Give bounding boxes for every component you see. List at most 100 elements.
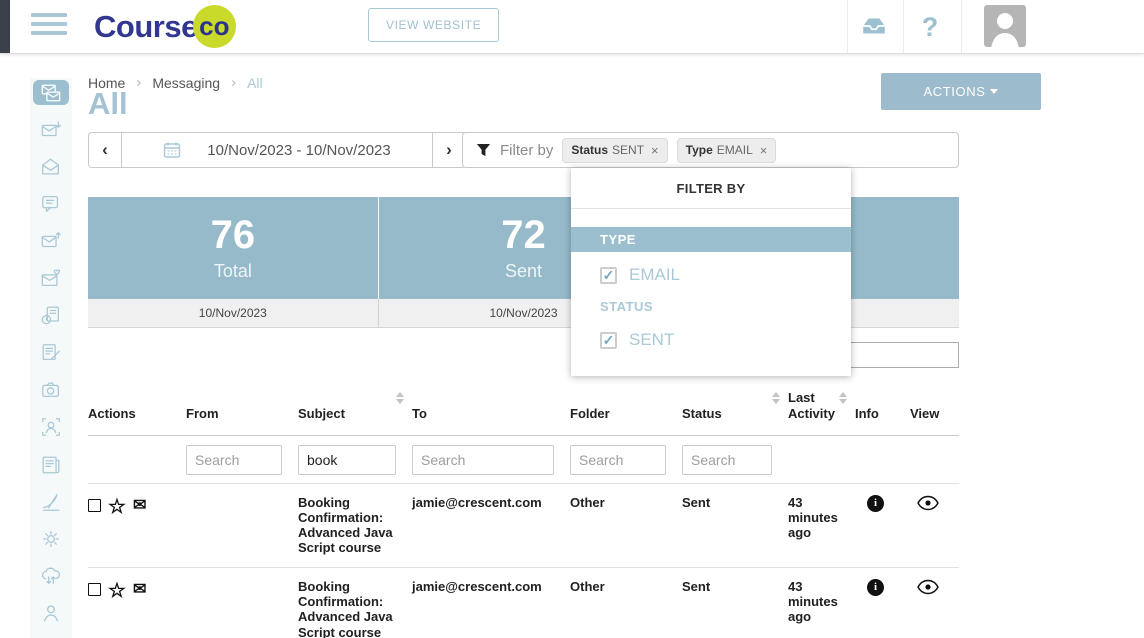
- from-filter-input[interactable]: [186, 444, 282, 475]
- breadcrumb-messaging[interactable]: Messaging: [152, 74, 221, 91]
- logo-badge: co: [192, 5, 236, 48]
- cell-status: Sent: [682, 482, 788, 567]
- remove-chip-icon[interactable]: ×: [651, 142, 659, 158]
- info-icon[interactable]: i: [867, 494, 884, 512]
- date-range-nav: ‹ 10/Nov/2023 - 10/Nov/2023 ›: [88, 132, 466, 168]
- sidebar-item-email-sent[interactable]: [33, 229, 69, 254]
- cell-folder: Other: [570, 482, 682, 567]
- header-divider: [847, 0, 848, 53]
- sidebar-item-scheduled[interactable]: [33, 303, 69, 328]
- caret-down-icon: [990, 89, 999, 94]
- filter-section-type: TYPE: [571, 227, 851, 252]
- filter-chip-status[interactable]: Status SENT ×: [562, 137, 668, 163]
- sort-icon[interactable]: [772, 392, 780, 404]
- envelope-icon[interactable]: ✉: [132, 580, 147, 598]
- stat-sent-date: 10/Nov/2023: [377, 299, 669, 327]
- sidebar-item-settings[interactable]: [33, 526, 69, 551]
- table-row-actions: ☆ ✉: [88, 482, 186, 567]
- actions-button[interactable]: ACTIONS: [881, 73, 1041, 110]
- col-header-status[interactable]: Status: [682, 380, 788, 436]
- col-header-folder: Folder: [570, 380, 682, 436]
- logo-text: Course: [94, 8, 198, 44]
- filter-bar[interactable]: Filter by Status SENT × Type EMAIL ×: [462, 132, 959, 168]
- row-checkbox[interactable]: [88, 582, 101, 596]
- sidebar-item-email-opened[interactable]: [33, 154, 69, 179]
- col-header-last-activity[interactable]: Last Activity: [788, 380, 855, 436]
- breadcrumb: Home › Messaging › All: [88, 74, 263, 91]
- date-next-button[interactable]: ›: [432, 132, 466, 168]
- messages-table: Actions From Subject To Folder Status La…: [88, 380, 959, 638]
- stat-total: 76 Total: [210, 213, 256, 281]
- calendar-icon: [164, 142, 181, 158]
- sidebar-item-chat-messages[interactable]: [33, 192, 69, 217]
- sort-icon[interactable]: [839, 392, 847, 404]
- sidebar-item-email-received[interactable]: [33, 117, 69, 142]
- date-range-text: 10/Nov/2023 - 10/Nov/2023: [207, 141, 391, 159]
- date-range-picker[interactable]: 10/Nov/2023 - 10/Nov/2023: [121, 132, 433, 168]
- remove-chip-icon[interactable]: ×: [759, 142, 768, 158]
- date-prev-button[interactable]: ‹: [88, 132, 122, 168]
- folder-filter-input[interactable]: [570, 444, 666, 475]
- checkbox-checked-icon[interactable]: ✓: [600, 331, 617, 349]
- to-filter-input[interactable]: [412, 444, 554, 475]
- hamburger-menu-icon[interactable]: [31, 13, 67, 41]
- cell-to: jamie@crescent.com: [412, 566, 570, 638]
- breadcrumb-home[interactable]: Home: [88, 74, 126, 91]
- info-icon[interactable]: i: [867, 578, 884, 596]
- col-header-from: From: [186, 380, 298, 436]
- filter-option-email[interactable]: ✓ EMAIL: [571, 252, 851, 297]
- sidebar-item-media[interactable]: [33, 378, 69, 403]
- cell-last-activity: 43 minutes ago: [788, 566, 855, 638]
- sidebar-item-contacts[interactable]: [33, 415, 69, 440]
- divider: [571, 208, 851, 209]
- cell-subject: Booking Confirmation: Advanced Java Scri…: [298, 482, 412, 567]
- cell-info: i: [855, 482, 910, 567]
- top-header: Course co VIEW WEBSITE ?: [0, 0, 1144, 54]
- cell-view: [910, 566, 959, 638]
- eye-icon[interactable]: [916, 579, 939, 595]
- sidebar-item-signatures[interactable]: [33, 489, 69, 514]
- col-header-info: Info: [855, 380, 910, 436]
- page-title: All: [88, 86, 128, 121]
- filter-dropdown-panel: FILTER BY TYPE ✓ EMAIL STATUS ✓ SENT: [571, 168, 851, 376]
- filter-by-label: Filter by: [500, 141, 554, 159]
- checkbox-checked-icon[interactable]: ✓: [600, 266, 617, 284]
- help-icon[interactable]: ?: [916, 8, 944, 46]
- cell-view: [910, 482, 959, 567]
- user-avatar[interactable]: [984, 5, 1026, 47]
- col-header-subject[interactable]: Subject: [298, 380, 412, 436]
- sort-icon[interactable]: [396, 392, 404, 404]
- cell-last-activity: 43 minutes ago: [788, 482, 855, 567]
- subject-filter-input[interactable]: [298, 444, 396, 475]
- breadcrumb-separator-icon: ›: [136, 74, 142, 91]
- cell-info: i: [855, 566, 910, 638]
- cell-from: [186, 566, 298, 638]
- header-divider: [903, 0, 904, 53]
- view-website-button[interactable]: VIEW WEBSITE: [368, 8, 500, 42]
- star-icon[interactable]: ☆: [108, 495, 126, 518]
- eye-icon[interactable]: [916, 495, 939, 511]
- sidebar-item-profile[interactable]: [33, 601, 69, 626]
- sidebar-item-email-favourites[interactable]: [33, 266, 69, 291]
- cell-from: [186, 482, 298, 567]
- courseco-logo[interactable]: Course co: [94, 5, 236, 48]
- filter-option-sent[interactable]: ✓ SENT: [571, 317, 851, 362]
- inbox-tray-icon[interactable]: [858, 14, 890, 40]
- filter-section-status: STATUS: [600, 299, 654, 314]
- sidebar-item-newsletters[interactable]: [33, 452, 69, 477]
- stat-sent: 72 Sent: [377, 197, 669, 299]
- star-icon[interactable]: ☆: [108, 579, 126, 602]
- funnel-icon: [476, 143, 491, 156]
- header-divider: [961, 0, 962, 53]
- cell-to: jamie@crescent.com: [412, 482, 570, 567]
- sidebar-item-all-messages[interactable]: [33, 80, 69, 106]
- sidebar-item-drafts[interactable]: [33, 340, 69, 365]
- status-filter-input[interactable]: [682, 444, 772, 475]
- row-checkbox[interactable]: [88, 498, 101, 512]
- filter-chip-type[interactable]: Type EMAIL ×: [676, 137, 777, 163]
- sidebar-item-cloud-sync[interactable]: [33, 564, 69, 589]
- envelope-icon[interactable]: ✉: [132, 496, 147, 514]
- collapsed-menu-edge: [0, 0, 10, 53]
- breadcrumb-separator-icon: ›: [231, 74, 237, 91]
